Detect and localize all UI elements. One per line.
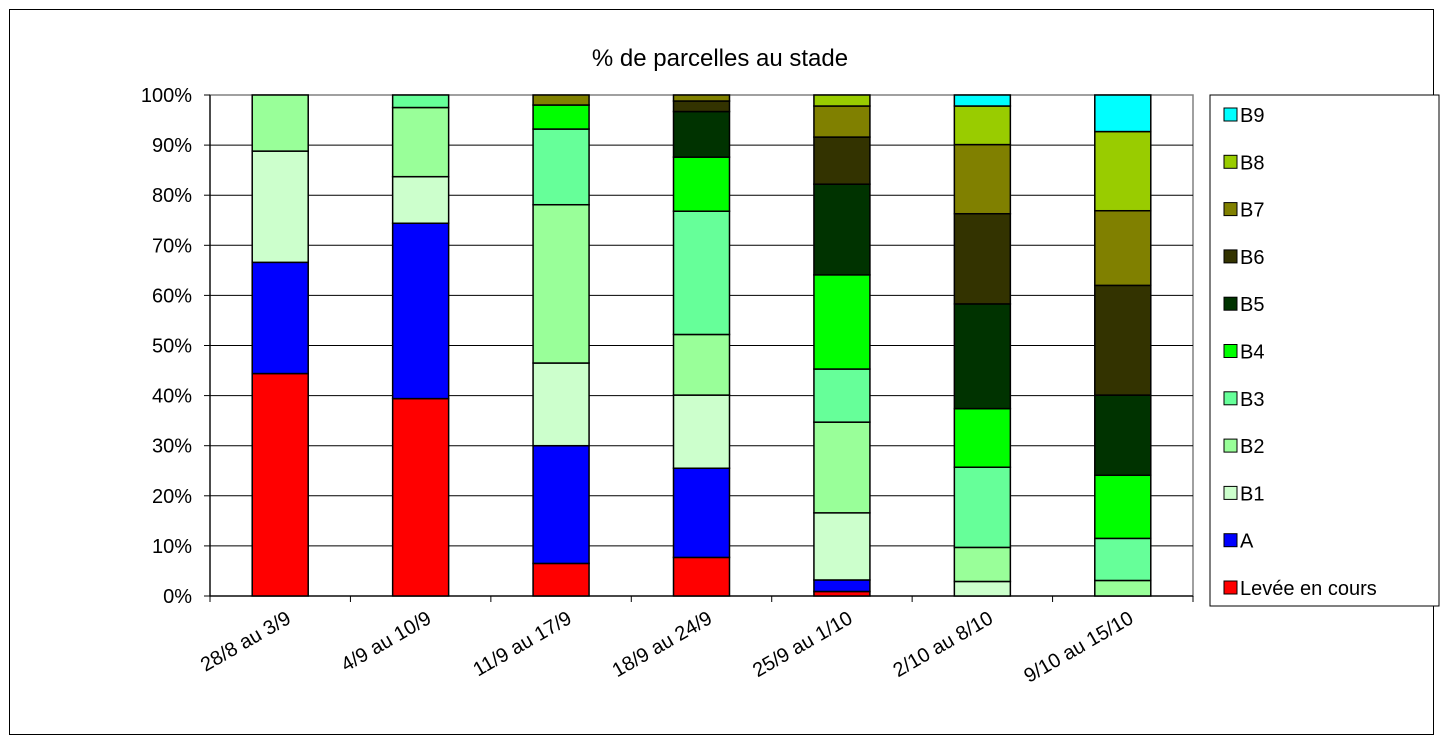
- legend-swatch: [1223, 107, 1238, 122]
- legend-label: B6: [1240, 247, 1264, 269]
- legend-label: B9: [1240, 105, 1264, 127]
- y-tick-label: 10%: [152, 536, 192, 558]
- y-tick-label: 80%: [152, 185, 192, 207]
- bar-segment: [251, 150, 309, 264]
- legend-swatch: [1223, 533, 1238, 548]
- legend-label: B7: [1240, 200, 1264, 222]
- bar-segment: [813, 579, 871, 593]
- y-tick-label: 60%: [152, 285, 192, 307]
- bar-segment: [813, 512, 871, 581]
- x-tick-label: 9/10 au 15/10: [1020, 607, 1137, 687]
- bar-segment: [391, 397, 450, 597]
- bar-segment: [1094, 537, 1152, 582]
- bar-segment: [1094, 474, 1152, 540]
- legend-swatch: [1223, 344, 1238, 358]
- bar-segment: [251, 261, 309, 375]
- bar-segment: [813, 368, 871, 423]
- legend-swatch: [1223, 485, 1238, 500]
- legend-swatch: [1223, 391, 1238, 406]
- legend-label: B3: [1240, 389, 1264, 411]
- bar-segment: [672, 556, 731, 597]
- bar-segment: [1094, 130, 1152, 212]
- y-tick-label: 30%: [152, 436, 192, 458]
- legend-label: B8: [1240, 152, 1264, 174]
- bar-segment: [532, 203, 590, 364]
- bar-segment: [672, 467, 731, 559]
- bar-segment: [532, 562, 590, 597]
- legend-label: B1: [1240, 483, 1264, 505]
- bar-segment: [532, 128, 590, 206]
- bar-segment: [672, 94, 731, 102]
- legend: B9 B8 B7 B6 B5 B4 B3 B2 B1 A Levée en cours: [1209, 94, 1440, 607]
- bar-segment: [251, 94, 309, 152]
- bar-segment: [813, 183, 871, 276]
- legend-swatch: [1223, 296, 1238, 311]
- bar-segment: [1094, 394, 1152, 477]
- bar-segment: [953, 94, 1012, 107]
- legend-label: B4: [1240, 342, 1264, 364]
- bar-segment: [1094, 94, 1152, 133]
- plot-area: 0% 10% 20% 30% 40% 50% 60% 70% 80% 90% 100% 28/8 au…: [141, 85, 1194, 688]
- legend-swatch: [1223, 202, 1238, 217]
- x-tick-label: 2/10 au 8/10: [890, 607, 997, 682]
- x-tick-label: 28/8 au 3/9: [197, 607, 295, 676]
- y-tick-label: 20%: [152, 486, 192, 508]
- bar-segment: [532, 94, 590, 106]
- bar-segment: [953, 546, 1012, 583]
- bar-segment: [672, 394, 731, 469]
- legend-swatch: [1223, 438, 1238, 453]
- bar-segment: [953, 466, 1012, 549]
- legend-swatch: [1223, 249, 1238, 264]
- legend-label: A: [1240, 531, 1254, 553]
- bar-segment: [953, 212, 1012, 305]
- bar-segment: [953, 407, 1012, 468]
- bar-segment: [391, 106, 450, 178]
- y-tick-label: 90%: [152, 135, 192, 157]
- bar-segment: [813, 136, 871, 185]
- bar-segment: [1094, 284, 1152, 396]
- bar-segment: [391, 175, 450, 225]
- bar-segment: [672, 156, 731, 212]
- bar-segment: [813, 274, 871, 370]
- bar-segment: [532, 104, 590, 130]
- bar-segment: [532, 444, 590, 565]
- x-tick-label: 4/9 au 10/9: [337, 607, 435, 676]
- y-tick-label: 70%: [152, 235, 192, 257]
- bar-segment: [813, 94, 871, 107]
- y-tick-label: 50%: [152, 336, 192, 358]
- y-tick-label: 100%: [141, 85, 192, 107]
- legend-swatch: [1223, 580, 1238, 595]
- bar-segment: [953, 303, 1012, 410]
- y-tick-label: 40%: [152, 386, 192, 408]
- legend-label: Levée en cours: [1240, 578, 1377, 600]
- legend-swatch: [1223, 154, 1238, 169]
- y-tick-label: 0%: [163, 586, 192, 608]
- legend-box: [1209, 94, 1440, 607]
- bar-segment: [672, 210, 731, 336]
- bar-segment: [251, 372, 309, 597]
- bar-segment: [953, 143, 1012, 215]
- x-tick-label: 11/9 au 17/9: [470, 607, 576, 681]
- bar-segment: [672, 100, 731, 113]
- bar-segment: [813, 421, 871, 514]
- legend-label: B2: [1240, 436, 1264, 458]
- bar-segment: [1094, 579, 1152, 597]
- x-tick-label: 25/9 au 1/10: [749, 607, 856, 682]
- bar-segment: [391, 222, 450, 400]
- bar-segment: [391, 94, 450, 109]
- bar-segment: [813, 105, 871, 138]
- bar-segment: [953, 105, 1012, 146]
- bar-segment: [672, 110, 731, 158]
- bar-segment: [953, 580, 1012, 597]
- chart-title: % de parcelles au stade: [592, 45, 848, 72]
- legend-label: B5: [1240, 294, 1264, 316]
- bar-segment: [1094, 209, 1152, 287]
- x-tick-label: 18/9 au 24/9: [609, 607, 716, 682]
- bar-segment: [672, 333, 731, 396]
- bar-segment: [532, 362, 590, 447]
